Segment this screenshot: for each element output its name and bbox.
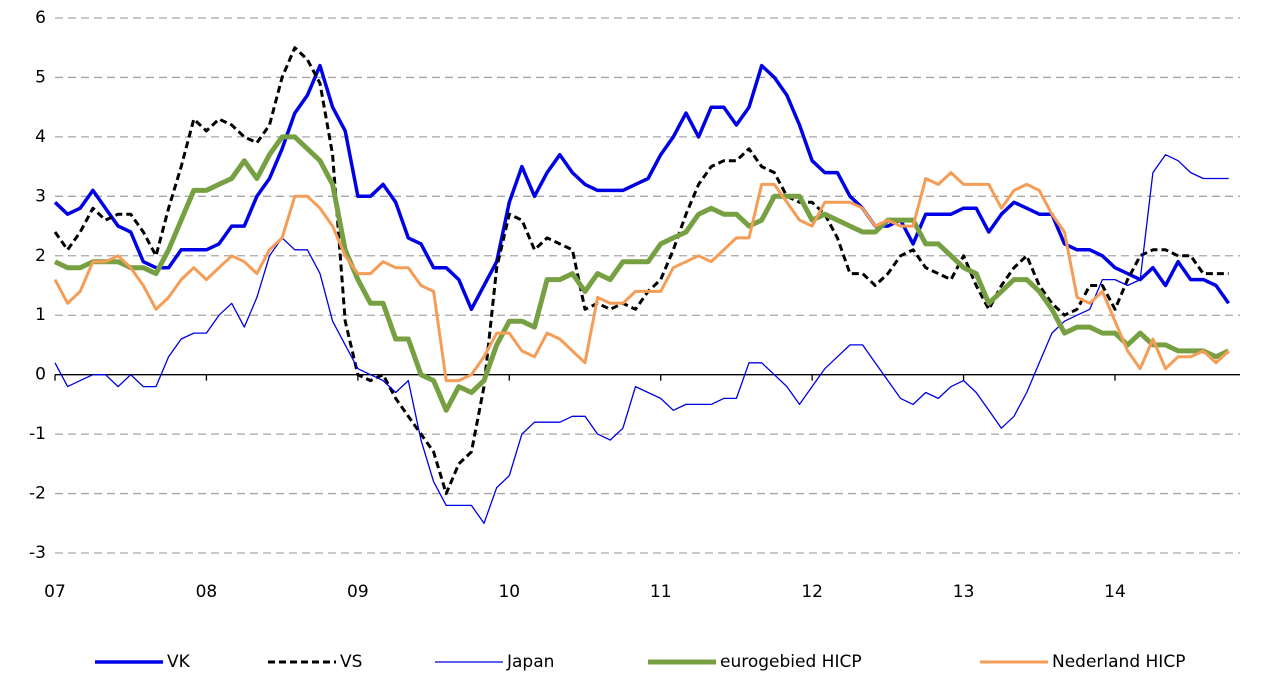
y-tick-label: -3 xyxy=(29,543,46,563)
y-tick-label: 5 xyxy=(35,67,46,87)
y-tick-label: 3 xyxy=(35,186,46,206)
x-tick-label: 14 xyxy=(1104,582,1126,602)
line-series xyxy=(53,63,1231,312)
legend-label: VK xyxy=(167,652,191,672)
y-tick-label: 2 xyxy=(35,246,46,266)
y-tick-label: 1 xyxy=(35,305,46,325)
y-tick-label: 6 xyxy=(35,8,46,28)
legend-label: Nederland HICP xyxy=(1052,652,1185,672)
line-series xyxy=(53,134,1230,413)
line-series xyxy=(53,46,1229,496)
x-tick-label: 12 xyxy=(801,582,823,602)
x-tick-label: 07 xyxy=(44,582,66,602)
x-tick-label: 09 xyxy=(347,582,369,602)
line-series xyxy=(53,171,1230,383)
line-series xyxy=(54,154,1229,524)
x-tick-label: 13 xyxy=(953,582,975,602)
x-tick-label: 10 xyxy=(498,582,520,602)
x-tick-label: 11 xyxy=(650,582,672,602)
y-tick-label: 4 xyxy=(35,127,46,147)
y-tick-label: -1 xyxy=(29,424,46,444)
legend-label: VS xyxy=(340,652,362,672)
y-tick-label: 0 xyxy=(35,365,46,385)
legend-label: Japan xyxy=(506,652,554,672)
legend-label: eurogebied HICP xyxy=(720,652,862,672)
x-tick-label: 08 xyxy=(196,582,218,602)
y-tick-label: -2 xyxy=(29,484,46,504)
